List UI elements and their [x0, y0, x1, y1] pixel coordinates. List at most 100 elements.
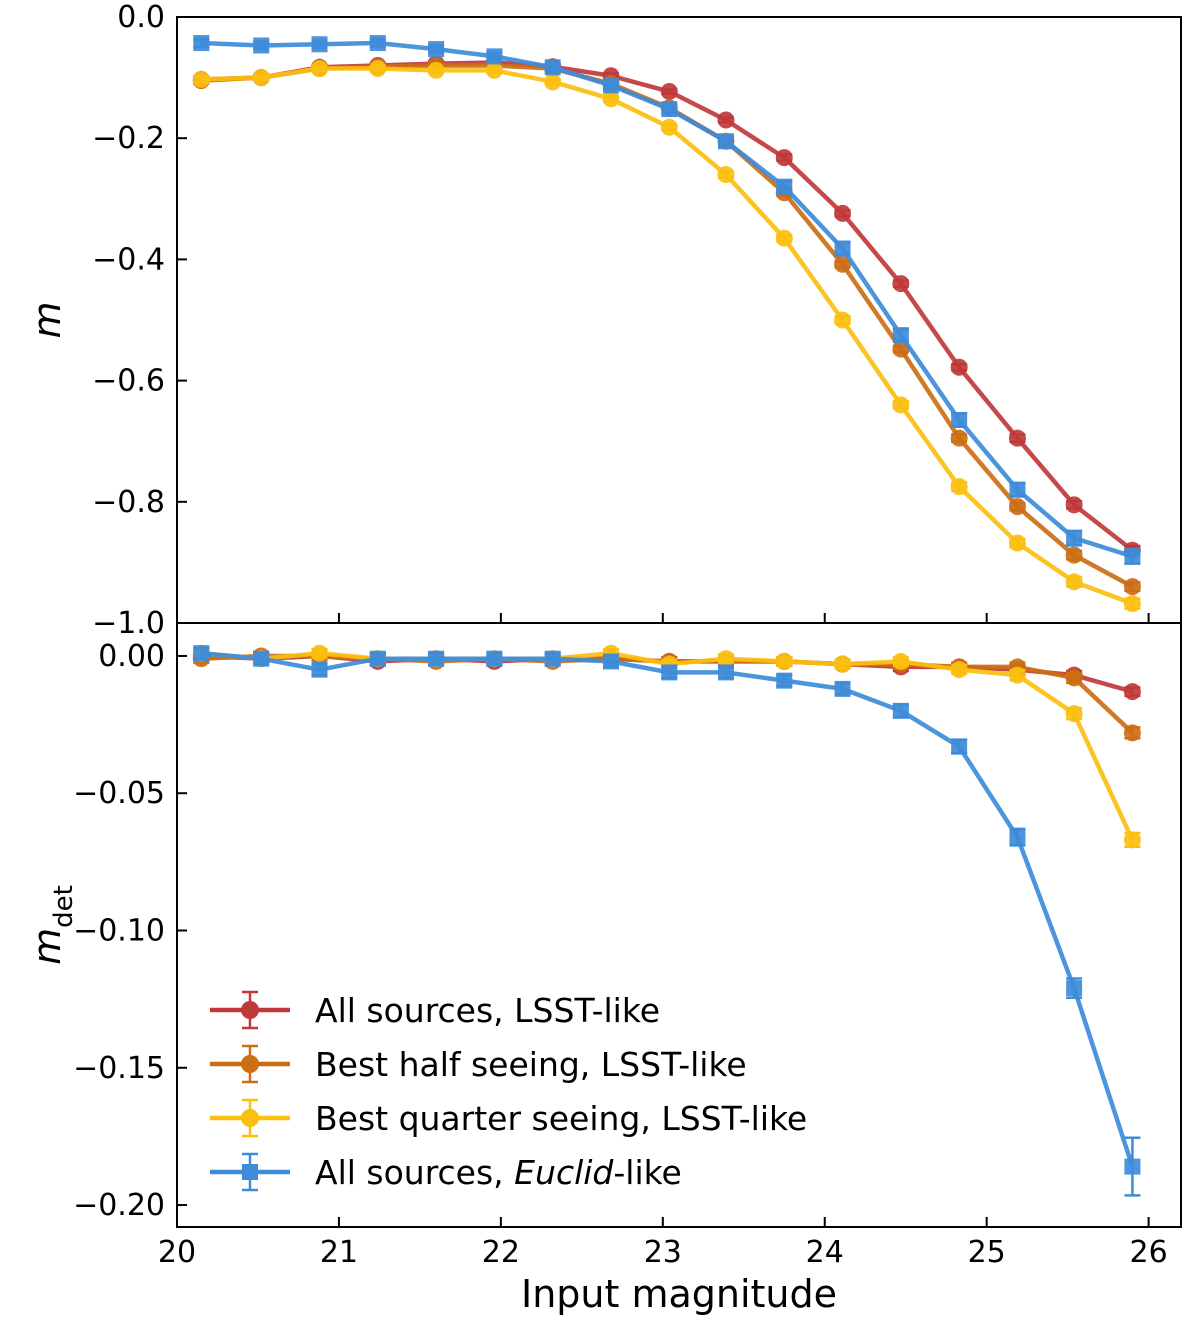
series-2 [192, 56, 1141, 596]
data-point [717, 650, 735, 668]
data-point [834, 311, 852, 329]
series-line [201, 63, 1134, 589]
y-axis-title-symbol: m [25, 301, 69, 338]
data-point [602, 90, 620, 108]
x-axis: 20 21 22 23 24 25 26 Input magnitude [158, 1235, 1168, 1316]
data-point [193, 645, 210, 662]
y-tick-label: 0.0 [117, 0, 165, 35]
y-axis-title-symbol: m [25, 928, 69, 965]
data-point [1008, 534, 1026, 552]
data-point [369, 35, 386, 52]
series-4 [193, 645, 1141, 1197]
data-point [311, 644, 329, 662]
y-tick-label: −0.2 [92, 121, 165, 156]
data-point [950, 358, 968, 376]
data-point [775, 652, 793, 670]
data-point [311, 36, 328, 53]
x-tick-label: 26 [1130, 1235, 1168, 1270]
legend-label-tail: LSST-like [601, 1045, 747, 1084]
data-point [544, 73, 562, 91]
data-point [544, 59, 561, 76]
data-point [485, 61, 503, 79]
data-point [1123, 595, 1141, 613]
data-point [661, 664, 678, 681]
data-point [834, 240, 851, 257]
legend-label: Best quarter seeing, LSST-like [315, 1099, 807, 1138]
data-point [717, 664, 734, 681]
data-point [253, 37, 270, 54]
data-point [311, 661, 328, 678]
data-point [834, 255, 852, 273]
data-point [775, 229, 793, 247]
legend-label: All sources, LSST-like [315, 991, 660, 1030]
legend-item-4: All sources, Euclid-like [210, 1152, 682, 1192]
data-point [428, 41, 445, 58]
data-point [950, 429, 968, 447]
legend-label: Best half seeing, LSST-like [315, 1045, 747, 1084]
data-point [892, 396, 910, 414]
data-point [892, 327, 909, 344]
data-point [775, 149, 793, 167]
legend-label-tail: LSST-like [661, 1099, 807, 1138]
y-tick-label: −0.10 [73, 913, 165, 948]
data-point [717, 133, 734, 150]
data-point [951, 411, 968, 428]
series-line [201, 650, 1135, 841]
x-tick-label: 24 [806, 1235, 844, 1270]
data-point [192, 70, 210, 88]
data-point [834, 680, 851, 697]
data-point [428, 650, 445, 667]
legend-marker [241, 1001, 259, 1019]
y-tick-label: 0.00 [98, 639, 165, 674]
data-point [1124, 548, 1141, 565]
data-point [776, 178, 793, 195]
y-tick-label: −0.05 [73, 776, 165, 811]
data-point [834, 655, 852, 673]
data-point [1123, 578, 1141, 596]
y-tick-label: −0.15 [73, 1051, 165, 1086]
x-tick-label: 22 [482, 1235, 520, 1270]
data-point [717, 166, 735, 184]
y-axis-title: mdet [25, 885, 79, 965]
series-line [201, 650, 1135, 1168]
legend-label-main: All sources, [315, 1153, 514, 1192]
legend-label-tail: LSST-like [514, 991, 660, 1030]
data-point [1065, 496, 1083, 514]
data-point [892, 652, 910, 670]
plot-frame [176, 622, 1182, 1228]
legend-marker [242, 1164, 258, 1180]
data-point [544, 650, 561, 667]
data-point [427, 61, 445, 79]
data-point [1124, 1158, 1141, 1175]
series-3 [192, 60, 1141, 613]
data-point [253, 650, 270, 667]
x-axis-title: Input magnitude [521, 1272, 837, 1316]
y-axis-title: m [25, 301, 69, 338]
data-point [486, 48, 503, 65]
legend-label-main: Best quarter seeing, [315, 1099, 661, 1138]
legend-marker [241, 1109, 259, 1127]
data-point [193, 35, 210, 52]
legend-label: All sources, Euclid-like [315, 1153, 682, 1192]
data-point [602, 77, 619, 94]
y-tick-label: −0.20 [73, 1188, 165, 1223]
data-point [369, 650, 386, 667]
data-point [892, 702, 909, 719]
legend-label-main: Best half seeing, [315, 1045, 601, 1084]
data-point [486, 650, 503, 667]
series-4 [193, 35, 1141, 565]
legend-marker [241, 1055, 259, 1073]
data-point [311, 60, 329, 78]
bottom-panel-mdet: 0.00 −0.05 −0.10 −0.15 −0.20 mdet [25, 622, 1182, 1228]
y-axis-title-subscript: det [49, 885, 79, 928]
data-point [1065, 546, 1083, 564]
y-tick-label: −0.8 [92, 485, 165, 520]
data-point [951, 738, 968, 755]
data-point [661, 101, 678, 118]
data-point [950, 661, 968, 679]
data-point [1009, 829, 1026, 846]
data-point [1008, 498, 1026, 516]
data-point [717, 111, 735, 129]
